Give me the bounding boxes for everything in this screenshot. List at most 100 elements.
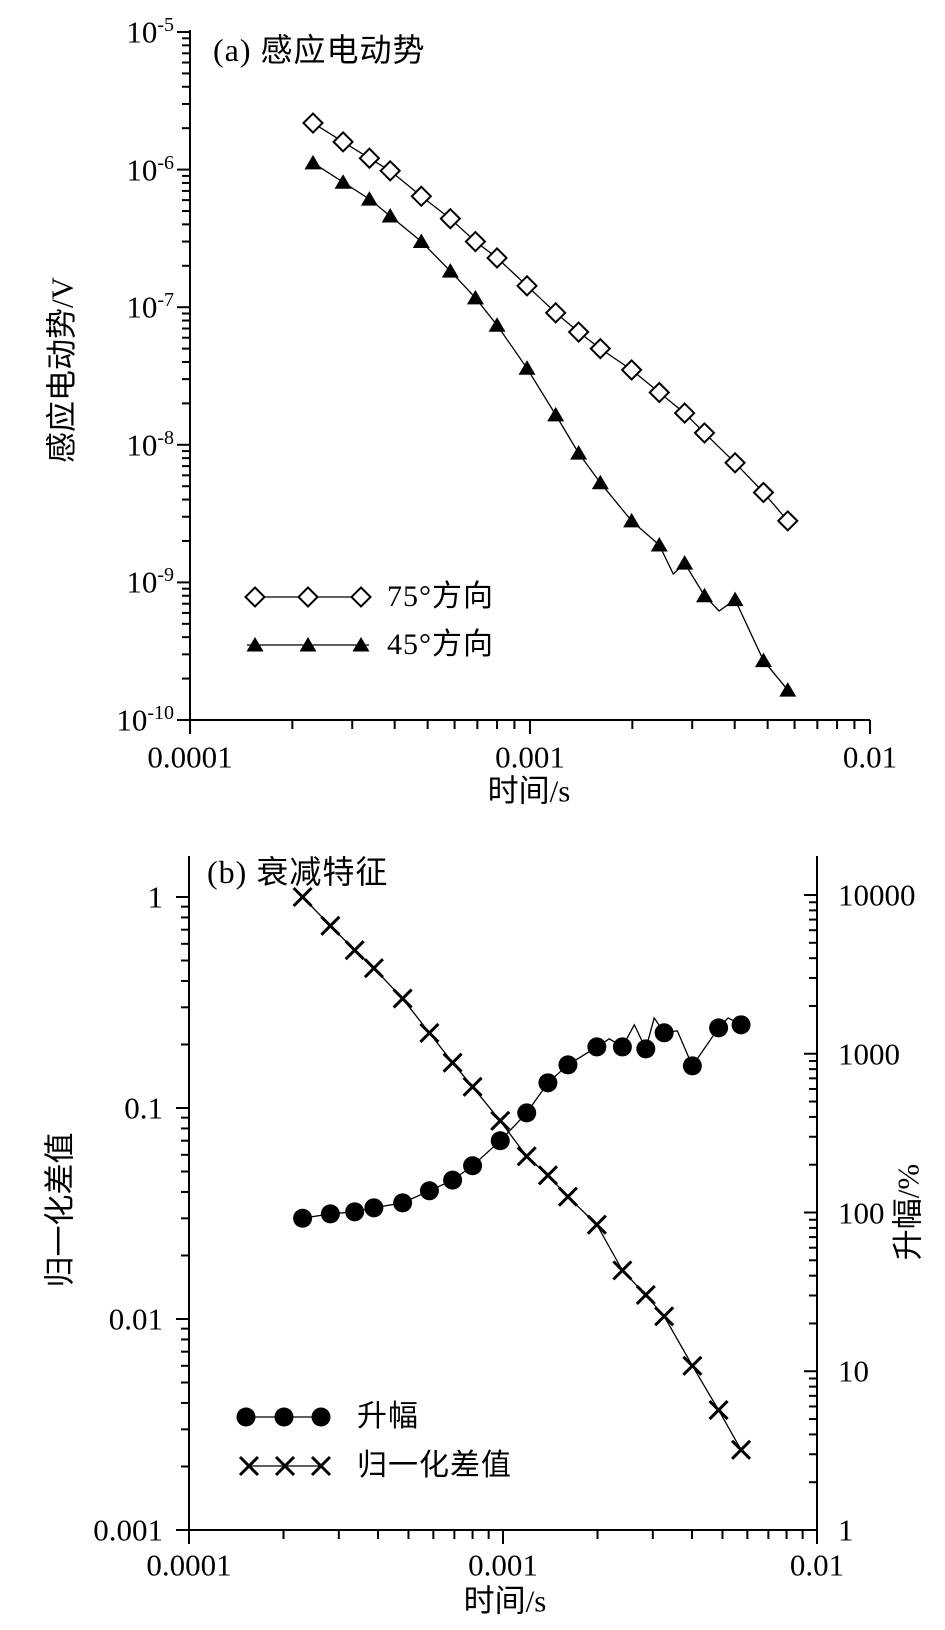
chart-b-normdiff-series-marker: [490, 1110, 511, 1131]
chart-b-normdiff-series-marker: [320, 915, 341, 936]
chart-a-45-series-marker: [360, 191, 378, 206]
chart-b-right-y-tick-label: 1000: [838, 1036, 900, 1072]
chart-a-75-series-marker: [544, 301, 567, 324]
chart-b-right-y-tick-label: 100: [838, 1195, 885, 1230]
chart-a-legend-label-45: 45°方向: [387, 628, 494, 661]
chart-b-normdiff-series-marker: [292, 886, 313, 908]
chart-b-rise-series-marker: [612, 1037, 632, 1057]
chart-b-normdiff-series-marker: [654, 1306, 675, 1327]
chart-a-45-series-marker: [412, 233, 430, 249]
chart-b-normdiff-series-marker: [635, 1284, 656, 1306]
chart-a-y-tick-label: 10-8: [126, 426, 174, 463]
chart-a-75-series-marker: [332, 130, 354, 153]
chart-b-normdiff-series-marker: [442, 1052, 463, 1073]
chart-a-75-series-marker: [410, 185, 433, 208]
chart-b-legend-circle-marker: [236, 1407, 256, 1427]
chart-a-45-series-marker: [334, 174, 352, 189]
chart-b-x-tick-label: 0.0001: [146, 1547, 232, 1583]
chart-a-legend-triangle-marker: [246, 637, 264, 652]
chart-a-legend-diamond-marker: [297, 586, 319, 608]
chart-a-75-series-marker: [516, 274, 538, 297]
chart-b-legend-circle-marker: [311, 1407, 331, 1427]
chart-a-45-series-marker: [650, 536, 668, 552]
chart-a-legend-triangle-marker: [299, 637, 317, 652]
chart-b-normdiff-series-marker: [516, 1146, 537, 1167]
chart-b-rise-series-marker: [682, 1056, 702, 1076]
chart-b-rise-series-marker: [587, 1037, 607, 1057]
chart-b-legend-label-rise: 升幅: [357, 1400, 419, 1433]
chart-b-rise-series-marker: [320, 1204, 340, 1224]
chart-b-normdiff-series-marker: [708, 1400, 729, 1421]
chart-a-y-tick-label: 10-7: [126, 289, 174, 325]
chart-b-rise-series-marker: [490, 1131, 510, 1151]
chart-b-rise-series-marker: [345, 1202, 365, 1222]
chart-b-normdiff-series-marker: [537, 1165, 558, 1186]
chart-b-right-y-tick-label: 10: [838, 1353, 869, 1389]
chart-b-left-y-tick-label: 1: [147, 879, 164, 915]
chart-a-45-series-marker: [304, 154, 322, 170]
chart-a-45-series-line: [312, 162, 789, 691]
chart-a-75-series-marker: [567, 321, 590, 343]
chart-a-75-series-marker: [620, 359, 643, 381]
chart-b-legend-circle-marker: [274, 1407, 294, 1427]
chart-a-x-tick-label: 0.01: [842, 739, 898, 775]
chart-b-normdiff-series-marker: [612, 1260, 633, 1281]
chart-a-75-series-marker: [302, 112, 324, 134]
chart-b-x-tick-label: 0.001: [468, 1547, 538, 1583]
chart-a-45-series-marker: [754, 652, 772, 668]
chart-a-75-series-marker: [724, 451, 746, 474]
chart-a-75-series-marker: [776, 509, 799, 532]
chart-b-normdiff-series-line: [302, 896, 742, 1451]
chart-b-normdiff-series-marker: [682, 1355, 703, 1376]
chart-a-45-series-marker: [570, 445, 588, 460]
chart-b-normdiff-series-marker: [344, 940, 365, 961]
chart-a-75-series-marker: [486, 247, 508, 269]
chart-a-45-series-marker: [381, 208, 399, 223]
chart-a-45-series-marker: [695, 587, 713, 603]
chart-a-y-tick-label: 10-9: [126, 564, 174, 600]
chart-b-rise-series-marker: [393, 1193, 413, 1213]
chart-b-normdiff-series-marker: [557, 1186, 579, 1207]
chart-b-rise-series-marker: [558, 1055, 578, 1075]
chart-a-y-tick-label: 10-10: [116, 702, 174, 738]
chart-a-75-series-marker: [464, 230, 487, 253]
chart-a-75-series-marker: [439, 207, 462, 230]
chart-a-x-tick-label: 0.001: [495, 739, 565, 775]
chart-a-75-series-marker: [379, 159, 402, 182]
chart-b-left-y-tick-label: 0.1: [124, 1090, 163, 1126]
chart-b-x-axis-label: 时间/s: [463, 1583, 547, 1619]
chart-b-rise-series-marker: [654, 1023, 674, 1043]
chart-a-75-series-marker: [673, 402, 696, 425]
chart-b-rise-series-marker: [709, 1018, 729, 1038]
chart-b-normdiff-series-marker: [363, 958, 384, 979]
chart-a-45-series-marker: [726, 591, 744, 607]
chart-b-rise-series-marker: [538, 1073, 558, 1093]
chart-b-right-y-tick-label: 1: [838, 1512, 854, 1548]
chart-a-title: (a) 感应电动势: [213, 32, 426, 68]
chart-b-right-y-tick-label: 10000: [838, 877, 916, 913]
chart-a-75-series-marker: [648, 381, 671, 404]
chart-b-normdiff-series-marker: [462, 1076, 483, 1097]
chart-a-45-series-marker: [466, 289, 484, 305]
chart-a-45-series-marker: [488, 317, 506, 332]
chart-b-rise-series-marker: [731, 1015, 751, 1035]
chart-a-y-axis-label: 感应电动势/V: [44, 277, 80, 463]
chart-a-75-series-marker: [752, 481, 775, 504]
chart-b-right-y-axis-label: 升幅/%: [890, 1163, 926, 1261]
chart-b-rise-series-marker: [517, 1103, 537, 1123]
chart-b-left-y-tick-label: 0.001: [93, 1512, 163, 1548]
chart-a-75-series-marker: [693, 422, 716, 444]
chart-b-normdiff-series-marker: [730, 1439, 752, 1460]
chart-a-legend-diamond-marker: [244, 586, 266, 608]
chart-b-normdiff-series-marker: [419, 1022, 440, 1043]
chart-a-45-series-marker: [779, 682, 797, 697]
chart-a-y-tick-label: 10-6: [126, 151, 174, 188]
chart-b-rise-series-marker: [443, 1170, 463, 1190]
chart-b-legend-x-marker: [238, 1455, 260, 1477]
chart-a-y-tick-label: 10-5: [126, 14, 174, 50]
chart-a-45-series-marker: [547, 406, 565, 422]
chart-b-rise-series-marker: [463, 1156, 483, 1176]
chart-b-x-tick-label: 0.01: [789, 1547, 845, 1583]
